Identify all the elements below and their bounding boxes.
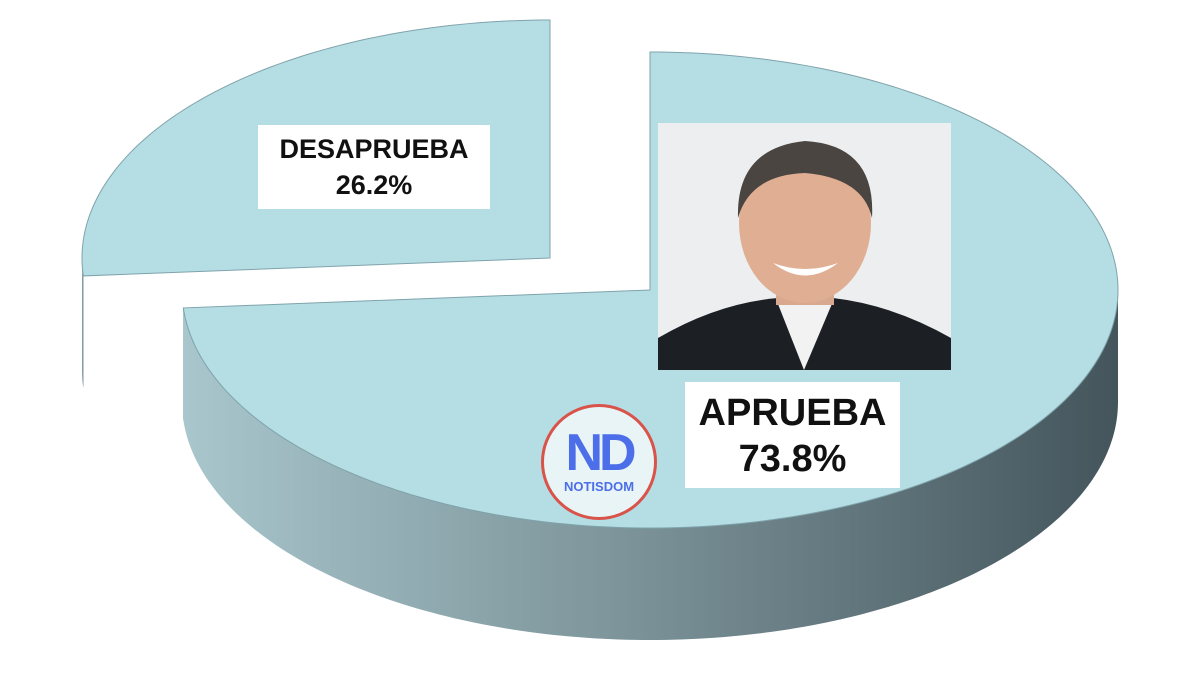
value-label: 73.8% [738,438,847,480]
label-aprueba: APRUEBA 73.8% [685,382,900,488]
logo-mark: ND [565,424,636,482]
value-label: 26.2% [335,170,413,200]
category-label: APRUEBA [698,392,887,434]
slice-side-face [82,258,84,388]
person-portrait-icon [658,141,951,370]
logo-name: NOTISDOM [563,479,635,494]
category-label: DESAPRUEBA [279,134,469,164]
label-desaprueba: DESAPRUEBA 26.2% [258,125,490,209]
notisdom-logo: ND NOTISDOM [541,404,657,520]
slice-side-face [183,290,1118,640]
person-photo [658,123,951,370]
